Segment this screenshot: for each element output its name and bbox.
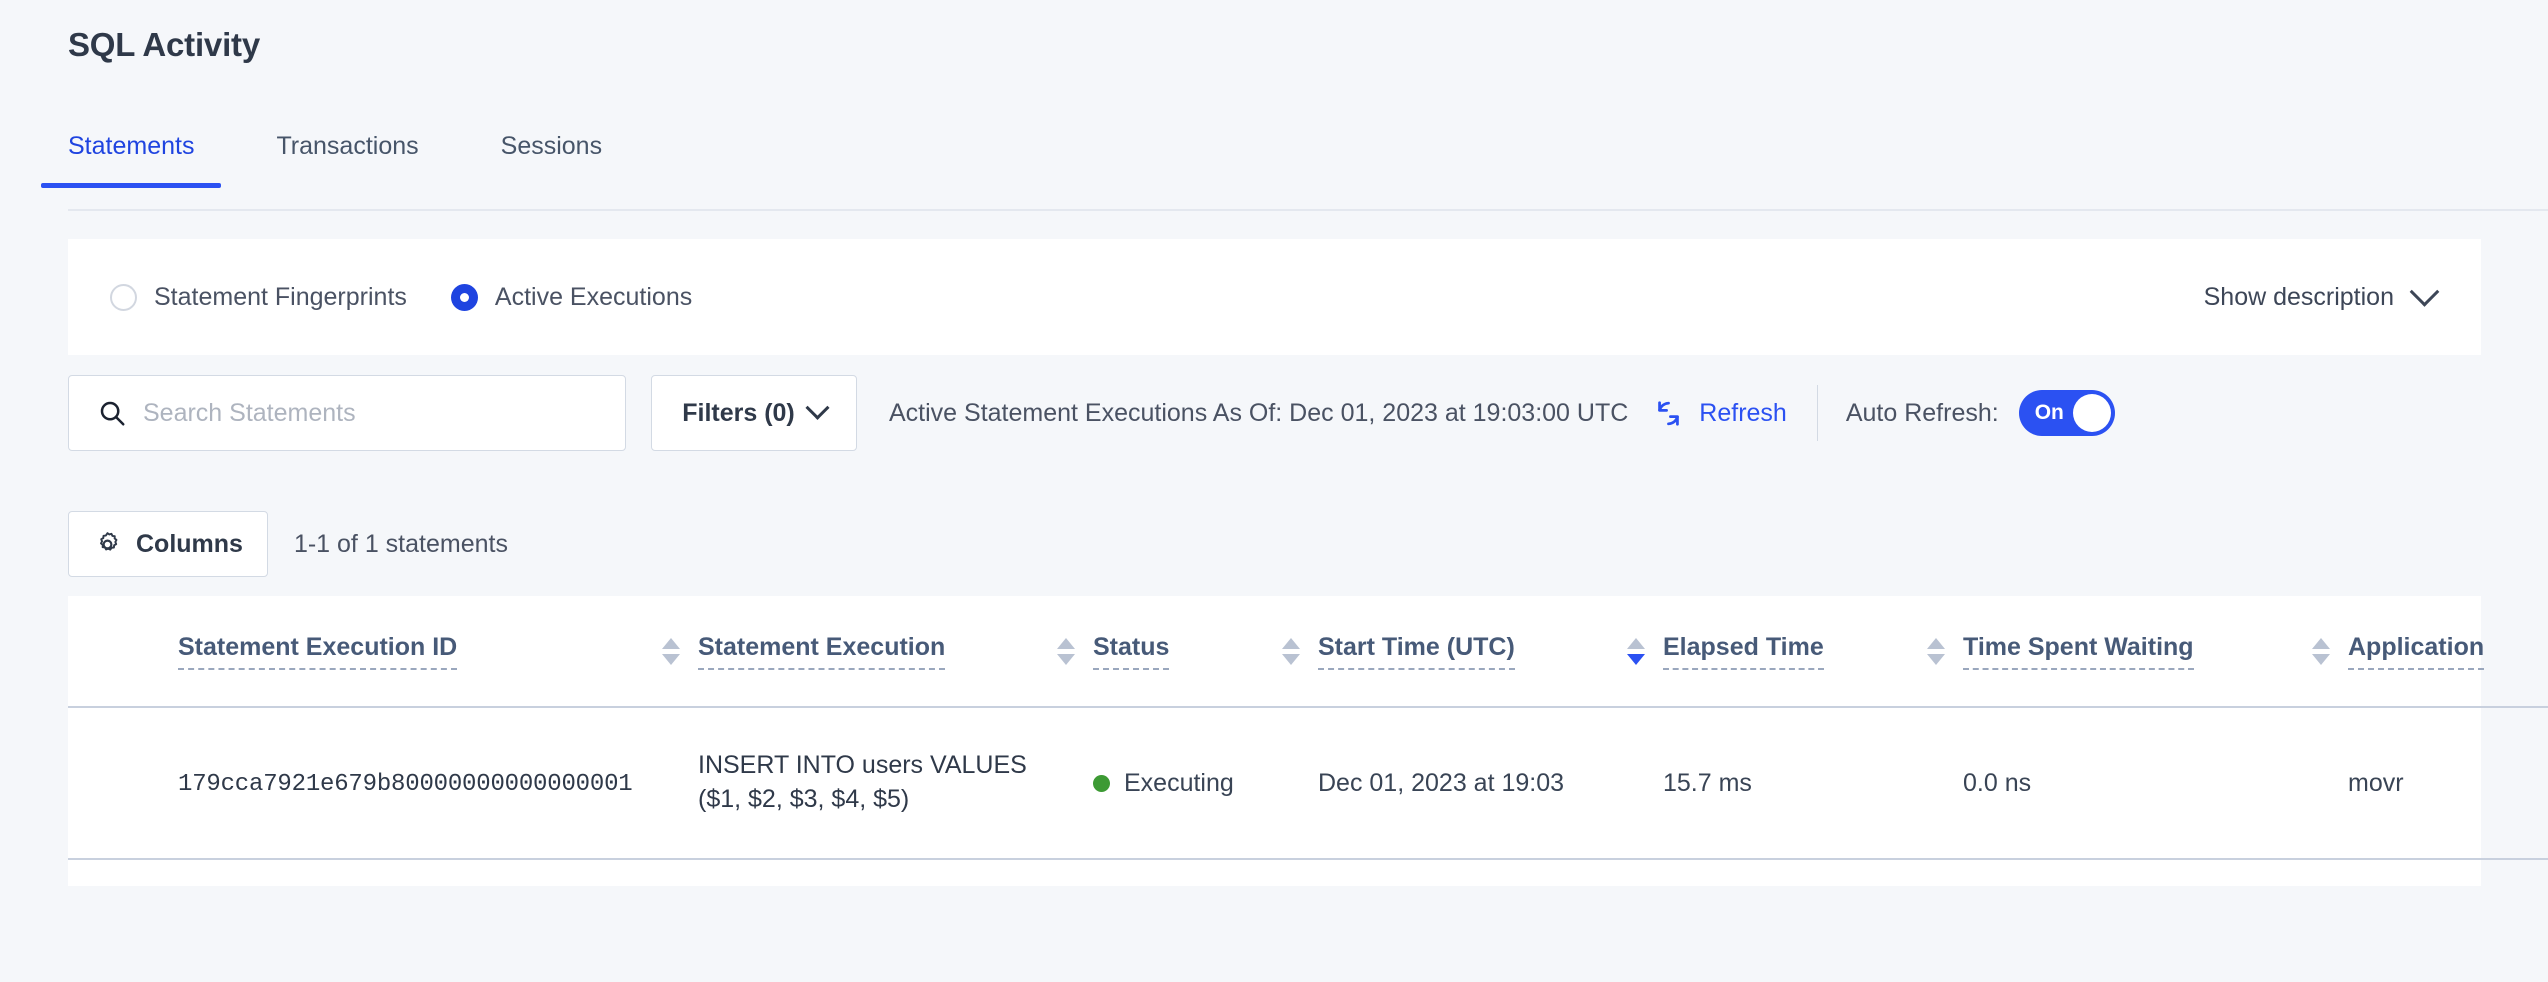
status-badge: Executing [1093, 769, 1318, 798]
sort-desc-icon [1282, 653, 1300, 665]
table-header-row: Statement Execution ID Statement Executi… [68, 596, 2548, 708]
sort-toggle-time-spent-waiting[interactable] [2312, 637, 2330, 665]
statements-table: Statement Execution ID Statement Executi… [68, 596, 2548, 860]
header-label[interactable]: Elapsed Time [1663, 633, 1824, 670]
refresh-icon [1658, 400, 1680, 426]
search-toolbar: Filters (0) Active Statement Executions … [68, 375, 2548, 451]
sort-asc-icon [662, 637, 680, 649]
tab-bar: Statements Transactions Sessions [40, 132, 2548, 210]
filters-label: Filters (0) [682, 398, 795, 427]
sort-asc-icon [2312, 637, 2330, 649]
header-application[interactable]: Application [2348, 596, 2548, 708]
chevron-down-icon [805, 395, 830, 420]
sort-asc-icon [1282, 637, 1300, 649]
sort-desc-icon [1057, 653, 1075, 665]
header-label[interactable]: Status [1093, 633, 1170, 670]
sort-toggle-statement-execution-id[interactable] [662, 637, 680, 665]
columns-row: Columns 1-1 of 1 statements [68, 511, 508, 577]
auto-refresh-toggle[interactable]: On [2018, 390, 2115, 436]
auto-refresh-control: Auto Refresh: On [1846, 390, 2115, 436]
status-value: Executing [1124, 768, 1234, 797]
result-count: 1-1 of 1 statements [293, 529, 508, 558]
radio-label-active-executions: Active Executions [494, 282, 693, 311]
table-body: 179cca7921e679b80000000000000001 INSERT … [68, 707, 2548, 860]
header-start-time[interactable]: Start Time (UTC) [1318, 596, 1663, 708]
sort-toggle-statement-execution[interactable] [1057, 637, 1075, 665]
sort-desc-icon [662, 653, 680, 665]
header-status[interactable]: Status [1093, 596, 1318, 708]
view-mode-radio-group: Statement Fingerprints Active Executions [110, 283, 736, 312]
execution-id-value[interactable]: 179cca7921e679b80000000000000001 [178, 771, 633, 798]
sort-asc-icon [1927, 637, 1945, 649]
radio-label-statement-fingerprints: Statement Fingerprints [154, 282, 407, 311]
search-input[interactable] [143, 376, 605, 450]
sort-asc-icon [1627, 637, 1645, 649]
radio-active-executions[interactable]: Active Executions [450, 282, 693, 312]
cell-start-time: Dec 01, 2023 at 19:03 [1318, 707, 1663, 860]
sort-asc-icon [1057, 637, 1075, 649]
status-dot-icon [1093, 774, 1110, 792]
auto-refresh-state: On [2034, 401, 2064, 424]
refresh-label: Refresh [1699, 398, 1787, 427]
cell-time-waiting: 0.0 ns [1963, 707, 2348, 860]
cell-statement: INSERT INTO users VALUES ($1, $2, $3, $4… [698, 707, 1093, 860]
header-statement-execution-id[interactable]: Statement Execution ID [178, 596, 698, 708]
tabs-underline [68, 209, 2548, 211]
statement-value[interactable]: INSERT INTO users VALUES ($1, $2, $3, $4… [698, 751, 1027, 813]
page-title: SQL Activity [68, 26, 260, 63]
auto-refresh-label: Auto Refresh: [1845, 398, 1999, 427]
toggle-knob [2072, 394, 2111, 432]
columns-button[interactable]: Columns [68, 511, 268, 577]
header-time-spent-waiting[interactable]: Time Spent Waiting [1963, 596, 2348, 708]
show-description-label: Show description [2203, 282, 2394, 311]
sort-desc-icon [2312, 653, 2330, 665]
columns-label: Columns [136, 529, 243, 558]
filters-button[interactable]: Filters (0) [651, 375, 857, 451]
tab-statements[interactable]: Statements [40, 132, 223, 188]
radio-unchecked-icon [110, 283, 137, 311]
cell-status: Executing [1093, 707, 1318, 860]
table-left-pad [68, 596, 178, 708]
tab-sessions[interactable]: Sessions [500, 132, 603, 160]
search-icon [100, 401, 125, 426]
header-elapsed-time[interactable]: Elapsed Time [1663, 596, 1963, 708]
toolbar-divider [1816, 385, 1818, 441]
sort-toggle-status[interactable] [1282, 637, 1300, 665]
sort-toggle-elapsed-time[interactable] [1927, 637, 1945, 665]
sort-desc-icon [1927, 653, 1945, 665]
cell-elapsed-time: 15.7 ms [1663, 707, 1963, 860]
radio-statement-fingerprints[interactable]: Statement Fingerprints [110, 283, 407, 312]
header-label[interactable]: Statement Execution [698, 633, 946, 670]
table-row[interactable]: 179cca7921e679b80000000000000001 INSERT … [68, 707, 2548, 860]
refresh-button[interactable]: Refresh [1652, 397, 1787, 430]
header-statement-execution[interactable]: Statement Execution [698, 596, 1093, 708]
header-label[interactable]: Application [2348, 633, 2485, 670]
cell-execution-id: 179cca7921e679b80000000000000001 [178, 707, 698, 860]
gear-icon [100, 531, 118, 551]
show-description-toggle[interactable]: Show description [2203, 276, 2440, 312]
header-label[interactable]: Start Time (UTC) [1318, 633, 1515, 670]
row-left-pad [68, 707, 178, 860]
chevron-down-icon [2409, 276, 2440, 307]
sort-desc-icon [1627, 653, 1645, 665]
radio-checked-icon [450, 283, 478, 311]
as-of-text: Active Statement Executions As Of: Dec 0… [889, 398, 1629, 427]
header-label[interactable]: Statement Execution ID [178, 633, 458, 670]
table-head: Statement Execution ID Statement Executi… [68, 596, 2548, 708]
header-label[interactable]: Time Spent Waiting [1963, 633, 2194, 670]
cell-application: movr [2348, 707, 2548, 860]
sort-toggle-start-time[interactable] [1627, 637, 1645, 665]
search-box[interactable] [68, 375, 626, 451]
view-mode-card: Statement Fingerprints Active Executions… [68, 239, 2481, 355]
tab-transactions[interactable]: Transactions [276, 132, 419, 160]
statements-table-card: Statement Execution ID Statement Executi… [68, 596, 2548, 886]
